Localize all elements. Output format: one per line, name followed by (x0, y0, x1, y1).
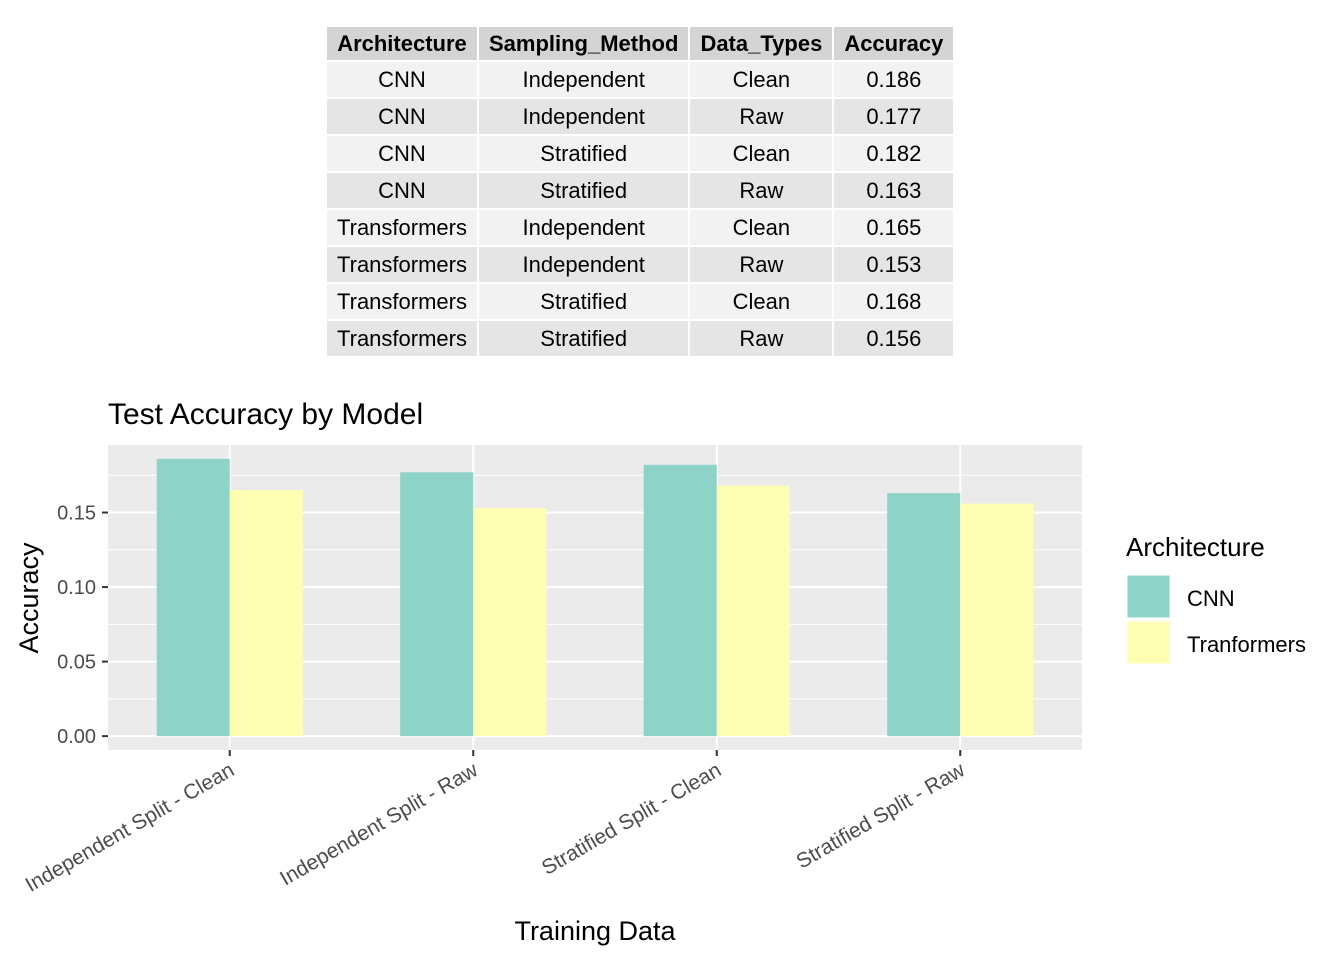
table-cell: Transformers (327, 284, 477, 319)
table-cell: 0.165 (834, 210, 954, 245)
legend-key-tranformers (1126, 620, 1171, 665)
y-tick-label: 0.00 (57, 726, 96, 748)
legend-label: CNN (1187, 586, 1235, 611)
table-cell: Transformers (327, 247, 477, 282)
legend-label: Tranformers (1187, 632, 1306, 657)
table-cell: Raw (690, 247, 833, 282)
x-axis-title: Training Data (514, 916, 676, 946)
table-cell: Stratified (478, 136, 689, 171)
table-row: Transformers Independent Clean 0.165 (327, 210, 954, 245)
table-header-cell: Data_Types (690, 27, 833, 60)
table-cell: 0.163 (834, 173, 954, 208)
table-cell: Independent (478, 247, 689, 282)
table-cell: Independent (478, 210, 689, 245)
bar-tranformers (960, 503, 1034, 737)
table-cell: 0.177 (834, 99, 954, 134)
bar-tranformers (473, 508, 547, 737)
table-cell: Raw (690, 173, 833, 208)
x-tick-label: Independent Split - Clean (22, 758, 239, 896)
legend-title: Architecture (1126, 532, 1265, 562)
table-cell: Independent (478, 99, 689, 134)
x-tick-label: Stratified Split - Clean (538, 758, 725, 879)
table-cell: Transformers (327, 210, 477, 245)
table-cell: Clean (690, 136, 833, 171)
table-cell: Clean (690, 284, 833, 319)
table-cell: 0.168 (834, 284, 954, 319)
x-tick-label: Stratified Split - Raw (793, 758, 970, 873)
table-cell: Raw (690, 99, 833, 134)
table-row: CNN Independent Clean 0.186 (327, 62, 954, 97)
table-cell: Raw (690, 321, 833, 356)
table-cell: Stratified (478, 173, 689, 208)
bar-cnn (643, 464, 717, 737)
table-row: Transformers Stratified Raw 0.156 (327, 321, 954, 356)
table-cell: Clean (690, 210, 833, 245)
chart-title: Test Accuracy by Model (108, 398, 423, 431)
y-tick-label: 0.10 (57, 577, 96, 599)
table-cell: Stratified (478, 284, 689, 319)
bars (156, 458, 1034, 737)
table-header-row: Architecture Sampling_Method Data_Types Acc… (327, 27, 954, 60)
table-row: Transformers Independent Raw 0.153 (327, 247, 954, 282)
table-cell: CNN (327, 99, 477, 134)
y-tick-label: 0.15 (57, 503, 96, 525)
bar-cnn (400, 472, 474, 737)
y-axis-title: Accuracy (14, 542, 44, 654)
legend: Architecture CNN Tranformers (1126, 532, 1306, 665)
table-header-cell: Accuracy (834, 27, 954, 60)
table-cell: Transformers (327, 321, 477, 356)
table-cell: 0.182 (834, 136, 954, 171)
accuracy-bar-chart: Test Accuracy by Model 0.00 0.05 0.10 0.15 I… (14, 398, 1306, 946)
table-cell: 0.156 (834, 321, 954, 356)
table-body: CNN Independent Clean 0.186 CNN Independent Ra… (327, 62, 954, 356)
bar-tranformers (229, 490, 303, 737)
table-cell: Clean (690, 62, 833, 97)
table-cell: CNN (327, 136, 477, 171)
table-header-cell: Architecture (327, 27, 477, 60)
table-row: Transformers Stratified Clean 0.168 (327, 284, 954, 319)
bar-cnn (156, 458, 230, 737)
bar-tranformers (716, 485, 790, 737)
table-row: CNN Stratified Raw 0.163 (327, 173, 954, 208)
table-cell: 0.186 (834, 62, 954, 97)
y-tick-label: 0.05 (57, 652, 96, 674)
table-cell: Independent (478, 62, 689, 97)
table-row: CNN Stratified Clean 0.182 (327, 136, 954, 171)
table-cell: CNN (327, 62, 477, 97)
table-cell: Stratified (478, 321, 689, 356)
table-cell: 0.153 (834, 247, 954, 282)
x-tick-label: Independent Split - Raw (276, 758, 482, 890)
table-header-cell: Sampling_Method (478, 27, 689, 60)
legend-key-cnn (1126, 574, 1171, 619)
table-cell: CNN (327, 173, 477, 208)
bar-cnn (887, 493, 961, 737)
results-table: Architecture Sampling_Method Data_Types Acc… (325, 25, 955, 358)
table-row: CNN Independent Raw 0.177 (327, 99, 954, 134)
